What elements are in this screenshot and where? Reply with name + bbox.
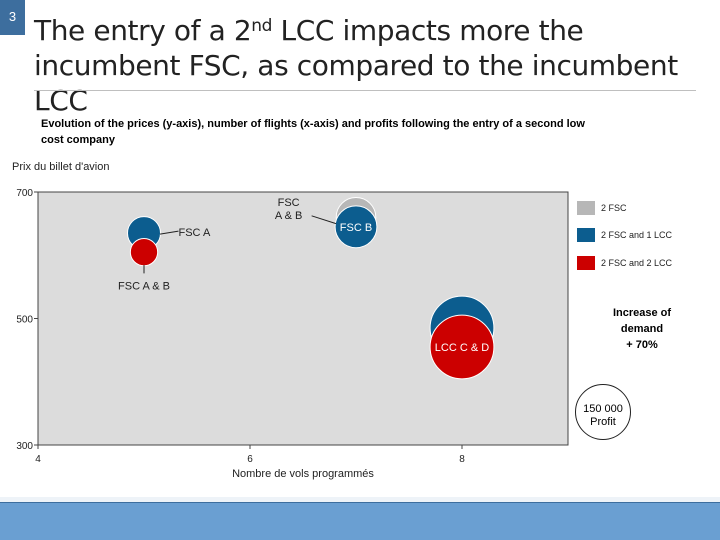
bubble-label-s1-p1: FSC B	[340, 222, 372, 234]
legend-swatch-2-fsc	[577, 201, 595, 215]
footer-strip	[0, 497, 720, 502]
leader-fsc-a-b-top	[311, 215, 337, 225]
profit-scale-circle	[575, 384, 631, 440]
title-divider	[34, 90, 696, 91]
legend-label-2-fsc: 2 FSC	[601, 203, 627, 213]
demand-note-line-3: + 70%	[626, 339, 658, 351]
demand-note: Increase of demand + 70%	[597, 305, 687, 353]
x-axis-label: Nombre de vols programmés	[232, 468, 374, 480]
leader-fsc-a	[159, 230, 179, 235]
x-tick-label-0: 4	[35, 454, 41, 465]
legend-item-2-fsc: 2 FSC	[577, 201, 627, 215]
bubble-chart: 300 500 700 4 6 8 Prix du billet d'avion Nombre…	[12, 161, 631, 480]
slide-title: The entry of a 2nd LCC impacts more the …	[34, 13, 714, 118]
bubble-s2-p1	[429, 314, 495, 380]
profit-scale-value: 150 000	[583, 403, 623, 415]
footer-bar	[0, 502, 720, 540]
bubble-s2-p0	[129, 237, 159, 267]
chart-subtitle: Evolution of the prices (y-axis), number…	[41, 118, 585, 146]
slide-number: 3	[0, 0, 25, 35]
annotation-fsc-a: FSC A	[179, 227, 211, 239]
x-tick-label-2: 8	[459, 454, 465, 465]
y-axis-label: Prix du billet d'avion	[12, 161, 110, 173]
legend-item-2-fsc-1-lcc: 2 FSC and 1 LCC	[577, 228, 672, 242]
title-part1: The entry of a 2	[34, 14, 252, 47]
profit-scale-label: Profit	[590, 416, 616, 428]
bubble-s1-p1	[334, 205, 378, 249]
annotation-fsc-a-b: FSC A & B	[118, 280, 170, 292]
annotation-fsc-a-b-top-line1: FSC	[278, 197, 300, 209]
demand-note-line-1: Increase of	[612, 307, 672, 319]
legend-swatch-2-fsc-2-lcc	[577, 256, 595, 270]
bubble-label-s2-p1: LCC C & D	[435, 342, 489, 354]
x-tick-label-1: 6	[247, 454, 253, 465]
y-tick-label-0: 300	[16, 441, 33, 452]
annotation-fsc-a-b-top-line2: A & B	[275, 210, 303, 222]
legend-item-2-fsc-2-lcc: 2 FSC and 2 LCC	[577, 256, 672, 270]
legend-label-2-fsc-1-lcc: 2 FSC and 1 LCC	[601, 230, 673, 240]
demand-note-line-2: demand	[620, 323, 664, 335]
y-tick-label-2: 700	[16, 188, 33, 199]
title-part2: LCC impacts more the incumbent FSC, as c…	[34, 14, 678, 117]
title-superscript: nd	[251, 16, 273, 36]
legend-swatch-2-fsc-1-lcc	[577, 228, 595, 242]
legend-label-2-fsc-2-lcc: 2 FSC and 2 LCC	[601, 258, 673, 268]
y-tick-label-1: 500	[16, 315, 33, 326]
